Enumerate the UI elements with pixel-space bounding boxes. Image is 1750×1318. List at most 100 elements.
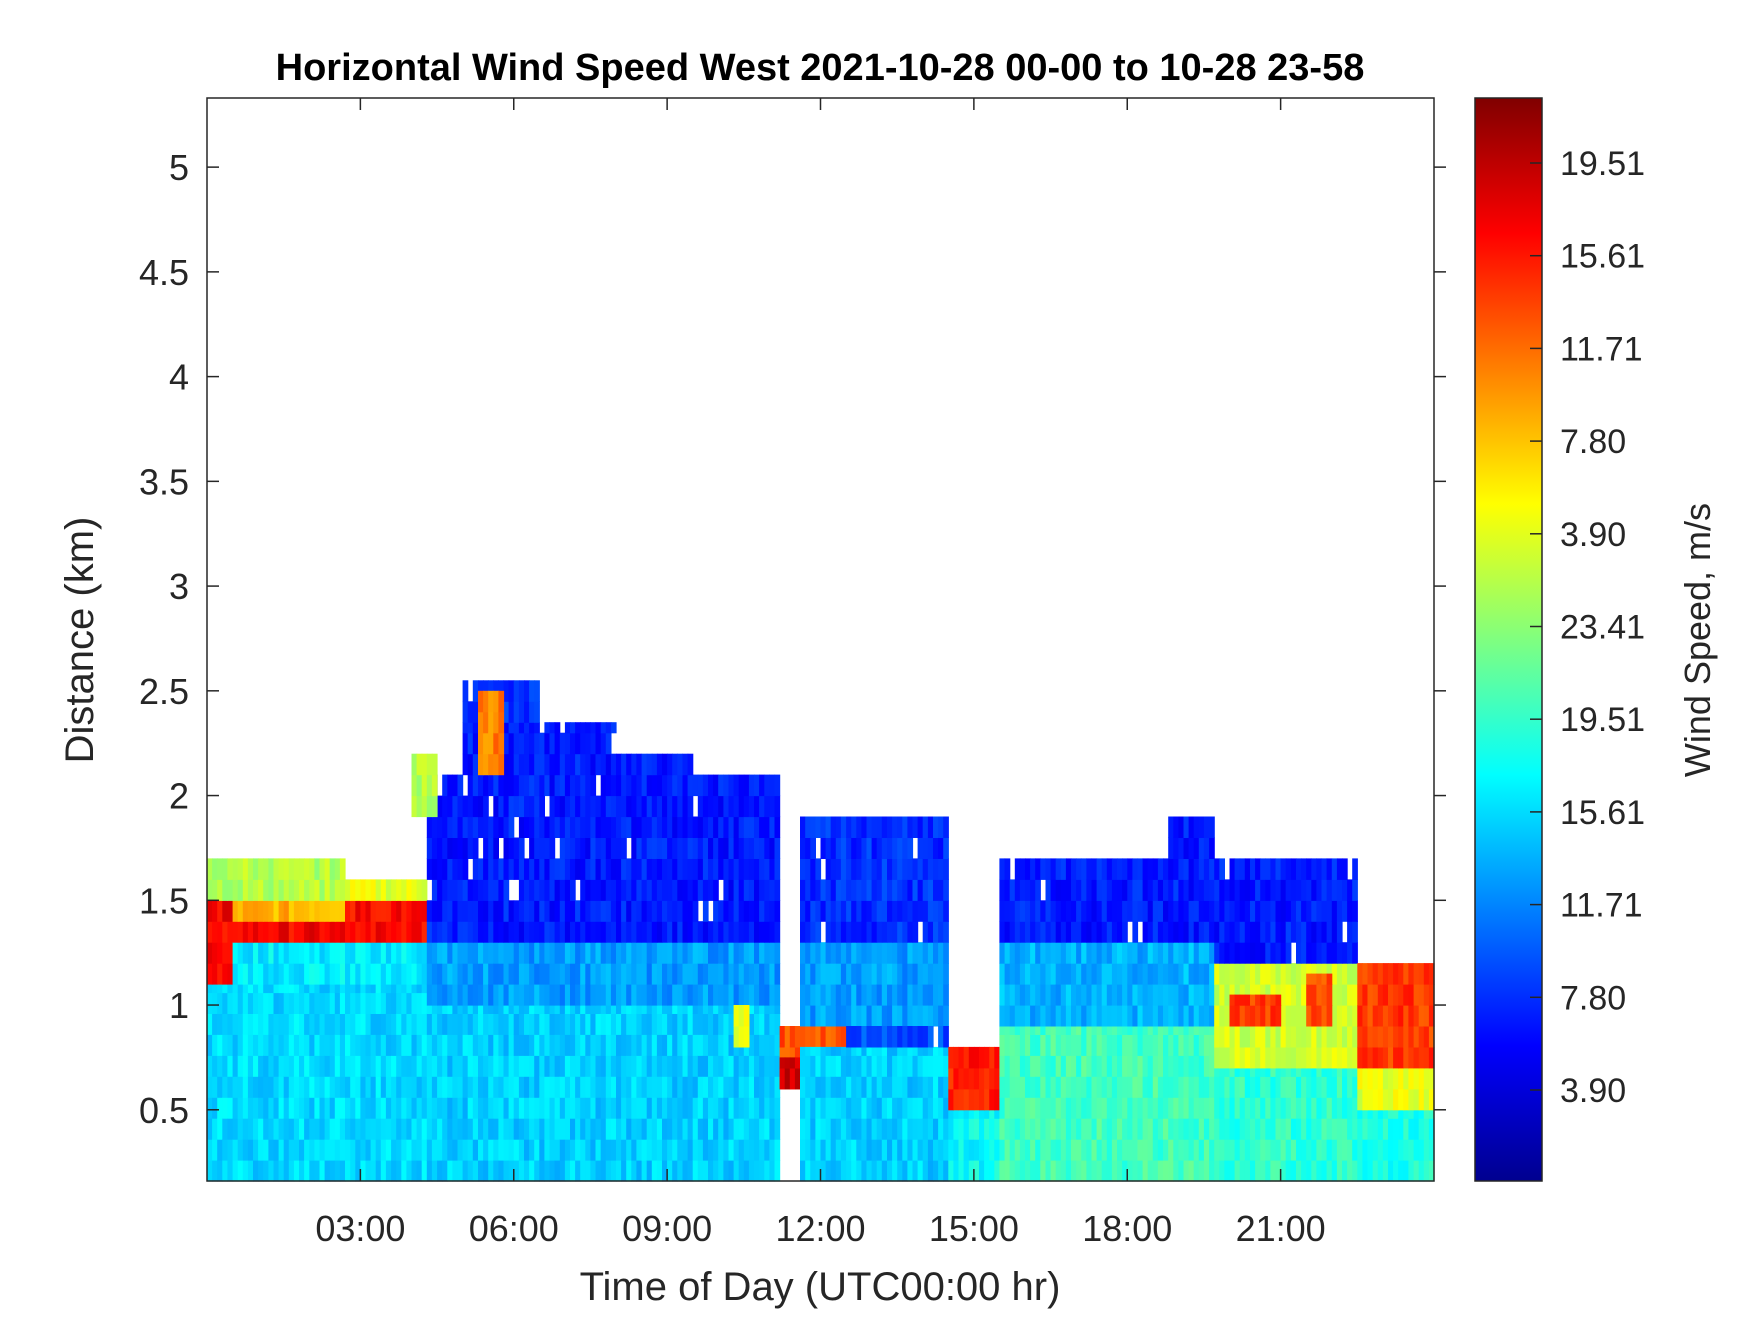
heatmap-cell (1142, 900, 1149, 922)
heatmap-cell (575, 732, 581, 755)
heatmap-cell (222, 992, 228, 1014)
heatmap-cell (529, 795, 535, 818)
heatmap-cell (467, 837, 474, 859)
heatmap-cell (237, 1055, 244, 1077)
heatmap-cell (457, 1055, 464, 1077)
heatmap-cell (273, 984, 280, 994)
heatmap-cell (212, 900, 218, 922)
heatmap-cell (713, 1076, 719, 1098)
heatmap-cell (1009, 1139, 1016, 1161)
heatmap-cell (324, 900, 331, 922)
heatmap-cell (401, 942, 407, 964)
heatmap-cell (651, 837, 658, 859)
heatmap-cell (1362, 1139, 1369, 1161)
heatmap-cell (1290, 858, 1297, 880)
heatmap-cell (656, 1076, 663, 1098)
heatmap-cell (1275, 1118, 1282, 1140)
heatmap-cell (933, 984, 939, 1006)
heatmap-cell (805, 879, 811, 901)
heatmap-cell (380, 1118, 387, 1140)
heatmap-cell (544, 900, 551, 922)
heatmap-cell (258, 1013, 264, 1035)
heatmap-cell (810, 816, 816, 838)
heatmap-cell (866, 1118, 873, 1140)
heatmap-cell (447, 774, 453, 797)
heatmap-cell (605, 942, 612, 964)
heatmap-cell (411, 1055, 418, 1077)
heatmap-cell (922, 816, 929, 838)
heatmap-cell (1060, 963, 1067, 985)
heatmap-cell (764, 963, 770, 985)
heatmap-cell (447, 963, 453, 985)
heatmap-cell (1224, 879, 1231, 901)
heatmap-cell (355, 984, 361, 994)
heatmap-cell (1163, 984, 1169, 1006)
heatmap-cell (329, 1076, 336, 1098)
heatmap-cell (754, 921, 760, 943)
heatmap-cell (575, 1013, 581, 1035)
heatmap-cell (1224, 1097, 1231, 1119)
heatmap-cell (825, 1139, 832, 1161)
heatmap-cell (820, 816, 827, 838)
heatmap-cell (288, 984, 295, 994)
heatmap-cell (222, 1055, 228, 1077)
heatmap-cell (1178, 1097, 1185, 1119)
heatmap-cell (350, 1118, 356, 1140)
heatmap-cell (728, 900, 735, 922)
heatmap-cell (242, 879, 249, 901)
heatmap-cell (616, 942, 622, 964)
heatmap-cell (431, 921, 438, 943)
heatmap-cell (943, 900, 949, 922)
heatmap-cell (1147, 1139, 1154, 1161)
heatmap-cell (549, 858, 556, 880)
heatmap-cell (1224, 942, 1231, 964)
heatmap-cell (273, 942, 280, 964)
heatmap-cell (304, 879, 310, 901)
heatmap-cell (800, 984, 806, 1006)
heatmap-cell (416, 795, 423, 818)
heatmap-cell (702, 942, 709, 964)
colorbar-ticks: 19.5115.6111.717.803.9023.4119.5115.6111… (1530, 145, 1645, 1110)
heatmap-cell (421, 1118, 428, 1140)
heatmap-cell (667, 1005, 673, 1014)
heatmap-cell (1050, 984, 1057, 1006)
heatmap-cell (1157, 1005, 1164, 1027)
heatmap-cell (508, 680, 515, 702)
heatmap-cell (518, 774, 525, 797)
heatmap-cell (892, 1055, 898, 1077)
heatmap-cell (513, 942, 520, 964)
heatmap-cell (1326, 984, 1333, 1006)
heatmap-cell (508, 1097, 515, 1119)
heatmap-cell (1101, 1034, 1108, 1056)
heatmap-cell (794, 1026, 801, 1048)
heatmap-cell (953, 1109, 960, 1119)
heatmap-cell (457, 1034, 464, 1056)
heatmap-cell (600, 1118, 607, 1140)
heatmap-cell (887, 1005, 893, 1027)
heatmap-cell (1117, 1076, 1123, 1098)
heatmap-cell (339, 984, 346, 994)
heatmap-cell (253, 921, 259, 943)
heatmap-cell (385, 1055, 392, 1077)
heatmap-cell (360, 992, 367, 1014)
heatmap-cell (728, 984, 735, 1006)
heatmap-cell (887, 1076, 893, 1098)
heatmap-cell (1040, 1160, 1046, 1182)
heatmap-cell (575, 921, 581, 943)
heatmap-cell (1004, 1139, 1011, 1161)
heatmap-cell (467, 1055, 474, 1077)
heatmap-cell (1398, 1109, 1404, 1119)
heatmap-cell (1035, 1055, 1041, 1077)
heatmap-cell (437, 963, 443, 985)
y-tick-label: 2 (169, 776, 189, 817)
heatmap-cell (856, 837, 862, 859)
heatmap-cell (626, 1055, 632, 1077)
heatmap-cell (922, 921, 929, 943)
heatmap-cell (1163, 1139, 1169, 1161)
heatmap-cell (748, 1139, 755, 1161)
heatmap-cell (488, 963, 494, 985)
heatmap-cell (518, 732, 525, 755)
heatmap-cell (544, 1160, 551, 1182)
heatmap-cell (610, 1076, 617, 1098)
heatmap-cell (713, 858, 719, 880)
